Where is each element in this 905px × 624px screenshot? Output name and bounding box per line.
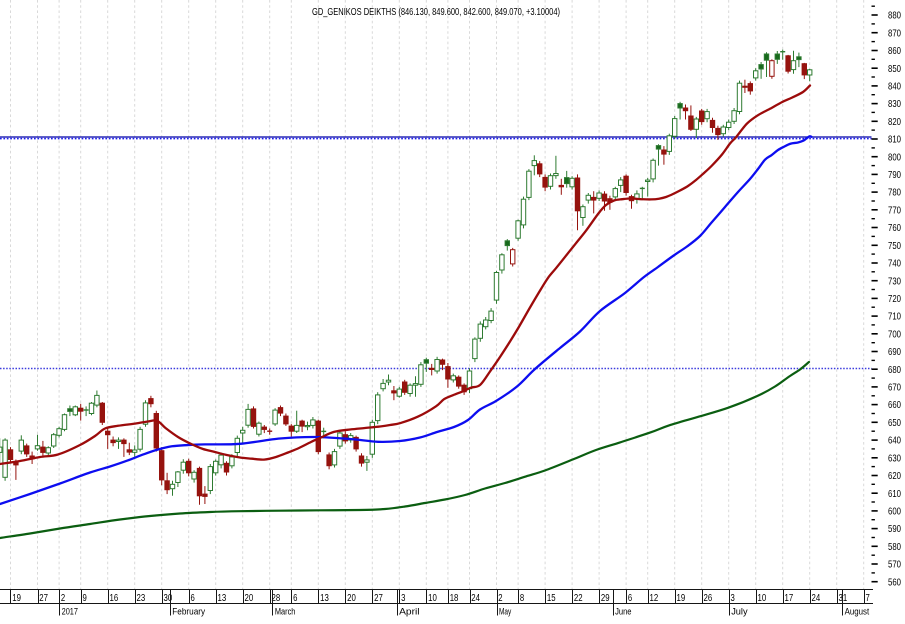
svg-text:670: 670 (888, 382, 901, 394)
svg-text:31: 31 (839, 593, 848, 604)
svg-text:660: 660 (888, 399, 901, 411)
svg-text:29: 29 (601, 593, 610, 604)
svg-text:April: April (399, 607, 420, 618)
svg-text:15: 15 (547, 593, 556, 604)
svg-text:24: 24 (471, 593, 480, 604)
svg-text:20: 20 (347, 593, 356, 604)
svg-text:860: 860 (888, 45, 901, 57)
svg-text:28: 28 (272, 593, 281, 604)
svg-text:2: 2 (61, 593, 66, 604)
svg-text:6: 6 (293, 593, 298, 604)
svg-text:870: 870 (888, 27, 901, 39)
svg-text:690: 690 (888, 346, 901, 358)
svg-text:17: 17 (785, 593, 794, 604)
svg-text:12: 12 (650, 593, 659, 604)
svg-text:770: 770 (888, 204, 901, 216)
svg-text:620: 620 (888, 470, 901, 482)
svg-text:June: June (615, 607, 631, 618)
svg-text:880: 880 (888, 10, 901, 22)
svg-text:2017: 2017 (62, 607, 78, 618)
svg-text:760: 760 (888, 222, 901, 234)
svg-text:27: 27 (374, 593, 383, 604)
svg-text:July: July (731, 607, 748, 618)
svg-text:20: 20 (245, 593, 254, 604)
svg-text:GD_GENIKOS DEIKTHS (846.130, 8: GD_GENIKOS DEIKTHS (846.130, 849.600, 84… (312, 6, 560, 18)
svg-text:820: 820 (888, 116, 901, 128)
svg-text:790: 790 (888, 169, 901, 181)
svg-text:27: 27 (39, 593, 48, 604)
svg-text:8: 8 (520, 593, 525, 604)
svg-text:740: 740 (888, 258, 901, 270)
svg-text:810: 810 (888, 134, 901, 146)
svg-text:6: 6 (191, 593, 196, 604)
svg-text:3: 3 (401, 593, 406, 604)
svg-text:850: 850 (888, 63, 901, 75)
svg-text:710: 710 (888, 311, 901, 323)
svg-text:650: 650 (888, 417, 901, 429)
svg-text:750: 750 (888, 240, 901, 252)
svg-text:22: 22 (574, 593, 583, 604)
svg-text:720: 720 (888, 293, 901, 305)
svg-text:6: 6 (628, 593, 633, 604)
svg-text:2: 2 (498, 593, 503, 604)
svg-text:840: 840 (888, 81, 901, 93)
svg-text:730: 730 (888, 275, 901, 287)
svg-text:7: 7 (866, 593, 871, 604)
svg-text:830: 830 (888, 98, 901, 110)
svg-text:May: May (499, 607, 511, 618)
svg-text:630: 630 (888, 452, 901, 464)
svg-text:700: 700 (888, 328, 901, 340)
svg-text:19: 19 (12, 593, 21, 604)
svg-text:570: 570 (888, 559, 901, 571)
svg-text:13: 13 (218, 593, 227, 604)
svg-text:10: 10 (758, 593, 767, 604)
svg-text:640: 640 (888, 435, 901, 447)
svg-text:24: 24 (812, 593, 821, 604)
svg-text:23: 23 (137, 593, 146, 604)
svg-text:800: 800 (888, 151, 901, 163)
svg-text:3: 3 (731, 593, 736, 604)
svg-text:610: 610 (888, 488, 901, 500)
svg-text:13: 13 (320, 593, 329, 604)
svg-text:560: 560 (888, 576, 901, 588)
svg-text:580: 580 (888, 541, 901, 553)
svg-text:590: 590 (888, 523, 901, 535)
svg-text:March: March (275, 607, 296, 618)
svg-text:26: 26 (704, 593, 713, 604)
svg-text:680: 680 (888, 364, 901, 376)
svg-text:780: 780 (888, 187, 901, 199)
svg-text:19: 19 (677, 593, 686, 604)
svg-text:10: 10 (428, 593, 437, 604)
svg-text:9: 9 (83, 593, 88, 604)
svg-text:30: 30 (164, 593, 173, 604)
svg-text:18: 18 (450, 593, 459, 604)
svg-text:February: February (172, 607, 205, 618)
svg-text:16: 16 (110, 593, 119, 604)
svg-text:August: August (845, 607, 870, 618)
svg-text:600: 600 (888, 506, 901, 518)
